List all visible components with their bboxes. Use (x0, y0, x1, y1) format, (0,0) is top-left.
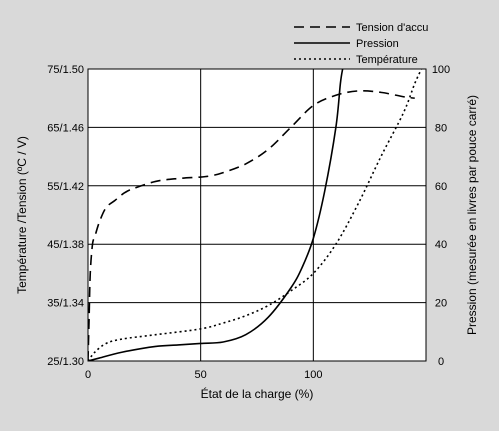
y-right-tick-label: 20 (435, 298, 447, 310)
y-left-axis-title: Température /Tension (ºC / V) (15, 136, 29, 294)
y-left-tick-label: 65/1.46 (47, 122, 84, 134)
series-line-solid (88, 69, 344, 361)
series-layer (88, 69, 423, 361)
y-right-tick-label: 100 (432, 64, 450, 76)
tick-labels: 0 50 100 25/1.30 35/1.34 45/1.38 55/1.42 65/1.4… (47, 64, 450, 381)
x-tick-label: 50 (195, 369, 207, 381)
x-tick-label: 100 (304, 369, 322, 381)
x-tick-label: 0 (85, 369, 91, 381)
plot-frame (87, 68, 427, 362)
y-right-tick-label: 80 (435, 122, 447, 134)
series-line-dotted (88, 69, 423, 361)
y-right-tick-label: 40 (435, 239, 447, 251)
y-left-tick-label: 25/1.30 (47, 356, 84, 368)
y-left-tick-label: 35/1.34 (47, 298, 84, 310)
y-left-tick-label: 45/1.38 (47, 239, 84, 251)
y-left-tick-label: 75/1.50 (47, 64, 84, 76)
series-line-dashed (88, 89, 415, 361)
y-left-tick-label: 55/1.42 (47, 181, 84, 193)
legend-label: Température (356, 54, 418, 66)
legend-label: Tension d'accu (356, 22, 428, 34)
plot-area (88, 69, 426, 361)
legend: Tension d'accu Pression Température (294, 22, 428, 66)
x-axis-title: État de la charge (%) (201, 386, 314, 401)
y-right-axis-title: Pression (mesurée en livres par pouce ca… (465, 95, 479, 335)
y-right-tick-label: 60 (435, 181, 447, 193)
y-right-tick-label: 0 (438, 356, 444, 368)
legend-label: Pression (356, 38, 399, 50)
grid (88, 69, 426, 361)
